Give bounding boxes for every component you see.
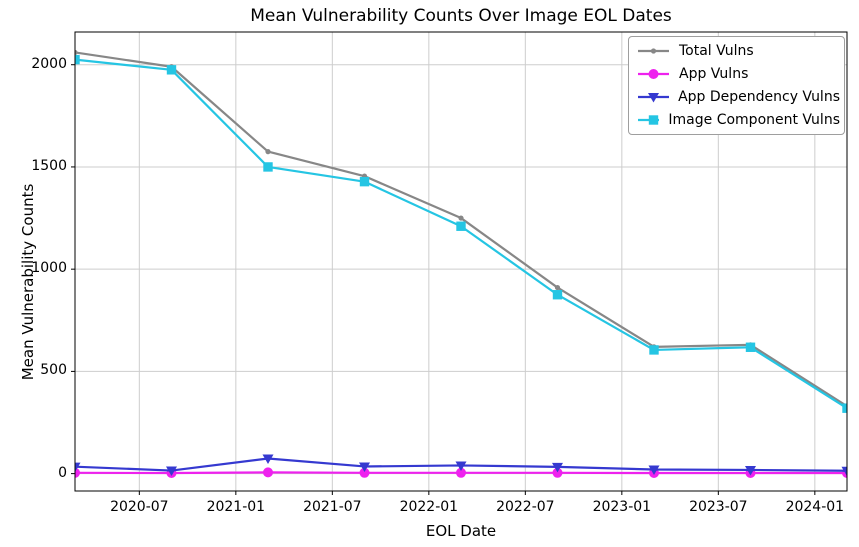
marker-circle-app-vulns	[263, 467, 273, 478]
marker-triangle-down-app-dependency-vulns	[552, 462, 563, 473]
x-tick-label: 2023-07	[689, 499, 748, 515]
legend-label: Total Vulns	[679, 43, 754, 60]
marker-triangle-down-app-dependency-vulns	[166, 466, 177, 477]
marker-square-image-component-vulns	[842, 403, 847, 413]
legend-label: App Vulns	[679, 66, 749, 83]
marker-dot-total-vulns	[554, 284, 561, 291]
legend-item: App Vulns	[637, 63, 840, 85]
marker-square-image-component-vulns	[552, 290, 563, 300]
legend-marker-icon	[638, 92, 669, 103]
x-tick-label: 2022-01	[399, 499, 459, 515]
axes-border	[74, 31, 848, 492]
legend-marker-icon	[638, 69, 669, 80]
x-tick-label: 2022-07	[496, 499, 555, 515]
marker-square-image-component-vulns	[166, 65, 177, 75]
marker-triangle-down-app-dependency-vulns	[745, 465, 756, 476]
marker-circle-app-vulns	[75, 467, 80, 478]
x-tick-label: 2020-07	[110, 499, 169, 515]
legend-marker-circle	[648, 69, 659, 80]
marker-circle-app-vulns	[359, 467, 370, 478]
x-tick-label: 2021-07	[303, 499, 362, 515]
legend-marker-triangle-down	[648, 92, 659, 103]
legend-label: App Dependency Vulns	[678, 88, 840, 105]
marker-triangle-down-app-dependency-vulns	[648, 465, 660, 476]
x-tick-label: 2023-01	[592, 499, 652, 515]
y-tick-label: 1000	[31, 260, 67, 277]
marker-triangle-down-app-dependency-vulns	[262, 454, 274, 464]
legend-marker-icon	[638, 48, 669, 54]
y-tick-label: 1500	[31, 157, 67, 174]
marker-square-image-component-vulns	[263, 162, 273, 172]
x-axis-label: EOL Date	[425, 522, 497, 540]
y-tick-label: 2000	[31, 55, 67, 72]
legend-item: App Dependency Vulns	[637, 86, 840, 108]
legend-marker-square	[648, 114, 659, 125]
marker-dot-total-vulns	[265, 149, 271, 155]
legend-marker-dot	[650, 48, 657, 54]
y-tick-label: 500	[40, 362, 67, 379]
legend-item: Image Component Vulns	[637, 109, 840, 131]
legend-item: Total Vulns	[637, 40, 840, 62]
marker-square-image-component-vulns	[745, 342, 756, 352]
marker-square-image-component-vulns	[75, 54, 80, 65]
marker-dot-total-vulns	[458, 215, 464, 221]
x-tick-label: 2024-01	[785, 499, 845, 515]
marker-square-image-component-vulns	[649, 345, 659, 355]
marker-square-image-component-vulns	[359, 176, 370, 187]
chart-title: Mean Vulnerability Counts Over Image EOL…	[250, 6, 672, 26]
marker-square-image-component-vulns	[456, 221, 466, 231]
marker-triangle-down-app-dependency-vulns	[841, 466, 847, 477]
legend-label: Image Component Vulns	[668, 111, 840, 128]
y-axis-label: Mean Vulnerability Counts	[19, 183, 37, 381]
marker-triangle-down-app-dependency-vulns	[359, 462, 370, 472]
marker-triangle-down-app-dependency-vulns	[75, 462, 81, 473]
marker-circle-app-vulns	[456, 467, 466, 478]
marker-dot-total-vulns	[75, 49, 78, 56]
marker-circle-app-vulns	[552, 467, 563, 478]
legend-marker-icon	[638, 114, 660, 125]
marker-triangle-down-app-dependency-vulns	[455, 461, 467, 471]
x-tick-label: 2021-01	[206, 499, 266, 515]
legend: Total Vulns App Vulns App Dependency Vulns…	[628, 36, 845, 135]
y-tick-label: 0	[58, 464, 67, 481]
